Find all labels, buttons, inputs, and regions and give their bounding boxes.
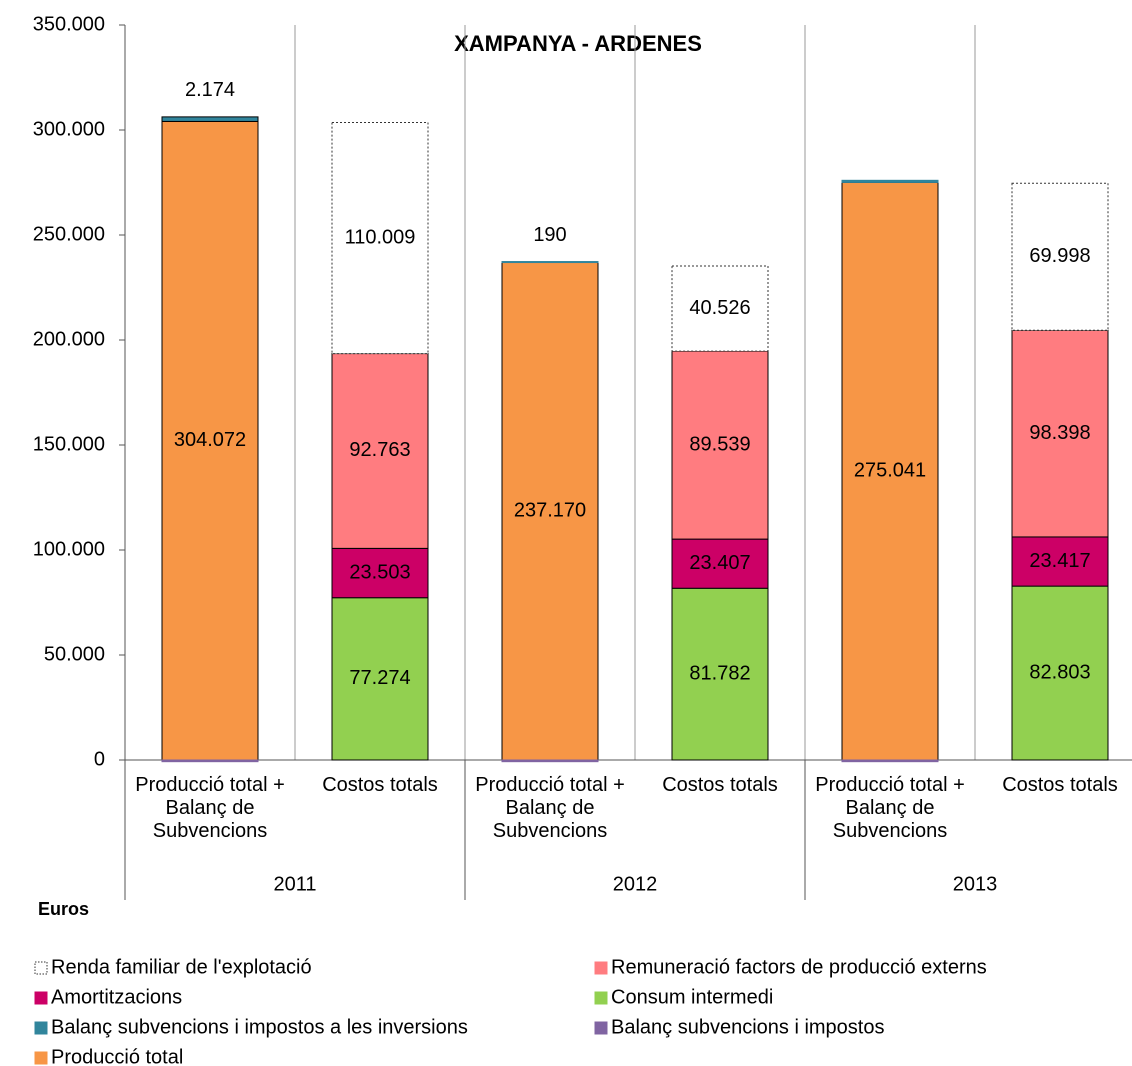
y-tick-label: 300.000	[33, 118, 105, 140]
y-tick-label: 50.000	[44, 643, 105, 665]
data-label: 81.782	[689, 662, 750, 684]
bar-segment	[1011, 329, 1109, 538]
legend-swatch	[594, 961, 608, 975]
bar-segment	[671, 265, 769, 352]
legend-label: Balanç subvencions i impostos a les inve…	[51, 1016, 468, 1038]
data-label: 89.539	[689, 433, 750, 455]
bar-segment	[161, 759, 259, 763]
bar-segment	[1011, 536, 1109, 587]
data-label: 23.417	[1029, 550, 1090, 572]
bar-segment	[1011, 585, 1109, 761]
legend-label: Consum intermedi	[611, 986, 773, 1008]
x-tick-label: Producció total + Balanç de Subvencions	[815, 774, 965, 842]
bar-segment	[501, 261, 599, 761]
data-label: 23.407	[689, 552, 750, 574]
legend-swatch	[34, 961, 48, 975]
data-label: 2.174	[185, 79, 235, 101]
legend-label: Amortitzacions	[51, 986, 182, 1008]
bar-segment	[161, 116, 259, 122]
y-tick-label: 0	[94, 748, 105, 770]
bar-segment	[671, 538, 769, 589]
legend-swatch	[34, 991, 48, 1005]
y-tick-label: 100.000	[33, 538, 105, 560]
x-tick-label: Producció total + Balanç de Subvencions	[475, 774, 625, 842]
data-label: 23.503	[349, 561, 410, 583]
x-tick-label: Costos totals	[1002, 774, 1118, 796]
bar-segment	[841, 181, 939, 761]
legend-label: Balanç subvencions i impostos	[611, 1016, 884, 1038]
data-label: 190	[533, 224, 566, 246]
data-label: 275.041	[854, 459, 926, 481]
y-tick-label: 200.000	[33, 328, 105, 350]
y-axis-label: Euros	[38, 899, 89, 919]
bar-segment	[331, 353, 429, 549]
chart-title: XAMPANYA - ARDENES	[454, 31, 702, 56]
data-label: 40.526	[689, 297, 750, 319]
bar-segment	[501, 759, 599, 763]
legend-swatch	[34, 1021, 48, 1035]
group-label: 2013	[953, 873, 998, 895]
bar-segment	[331, 122, 429, 355]
bar-segment	[1011, 182, 1109, 331]
x-tick-label: Producció total + Balanç de Subvencions	[135, 774, 285, 842]
group-label: 2011	[273, 873, 316, 895]
bar-segment	[841, 179, 939, 183]
legend-swatch	[594, 1021, 608, 1035]
x-tick-label: Costos totals	[662, 774, 778, 796]
data-label: 237.170	[514, 499, 586, 521]
bar-segment	[501, 261, 599, 264]
data-label: 92.763	[349, 439, 410, 461]
legend-label: Renda familiar de l'explotació	[51, 956, 312, 978]
legend-swatch	[34, 1051, 48, 1065]
bar-segment	[671, 350, 769, 540]
legend-swatch	[594, 991, 608, 1005]
x-tick-label: Costos totals	[322, 774, 438, 796]
data-label: 82.803	[1029, 661, 1090, 683]
y-tick-label: 250.000	[33, 223, 105, 245]
data-label: 110.009	[345, 226, 416, 248]
data-label: 98.398	[1029, 422, 1090, 444]
data-label: 69.998	[1029, 245, 1090, 267]
group-label: 2012	[613, 873, 658, 895]
data-label: 77.274	[349, 667, 410, 689]
bar-segment	[841, 759, 939, 763]
y-tick-label: 150.000	[33, 433, 105, 455]
legend-label: Remuneració factors de producció externs	[611, 956, 987, 978]
data-label: 304.072	[174, 429, 246, 451]
y-tick-label: 350.000	[33, 13, 105, 35]
legend-label: Producció total	[51, 1046, 183, 1066]
